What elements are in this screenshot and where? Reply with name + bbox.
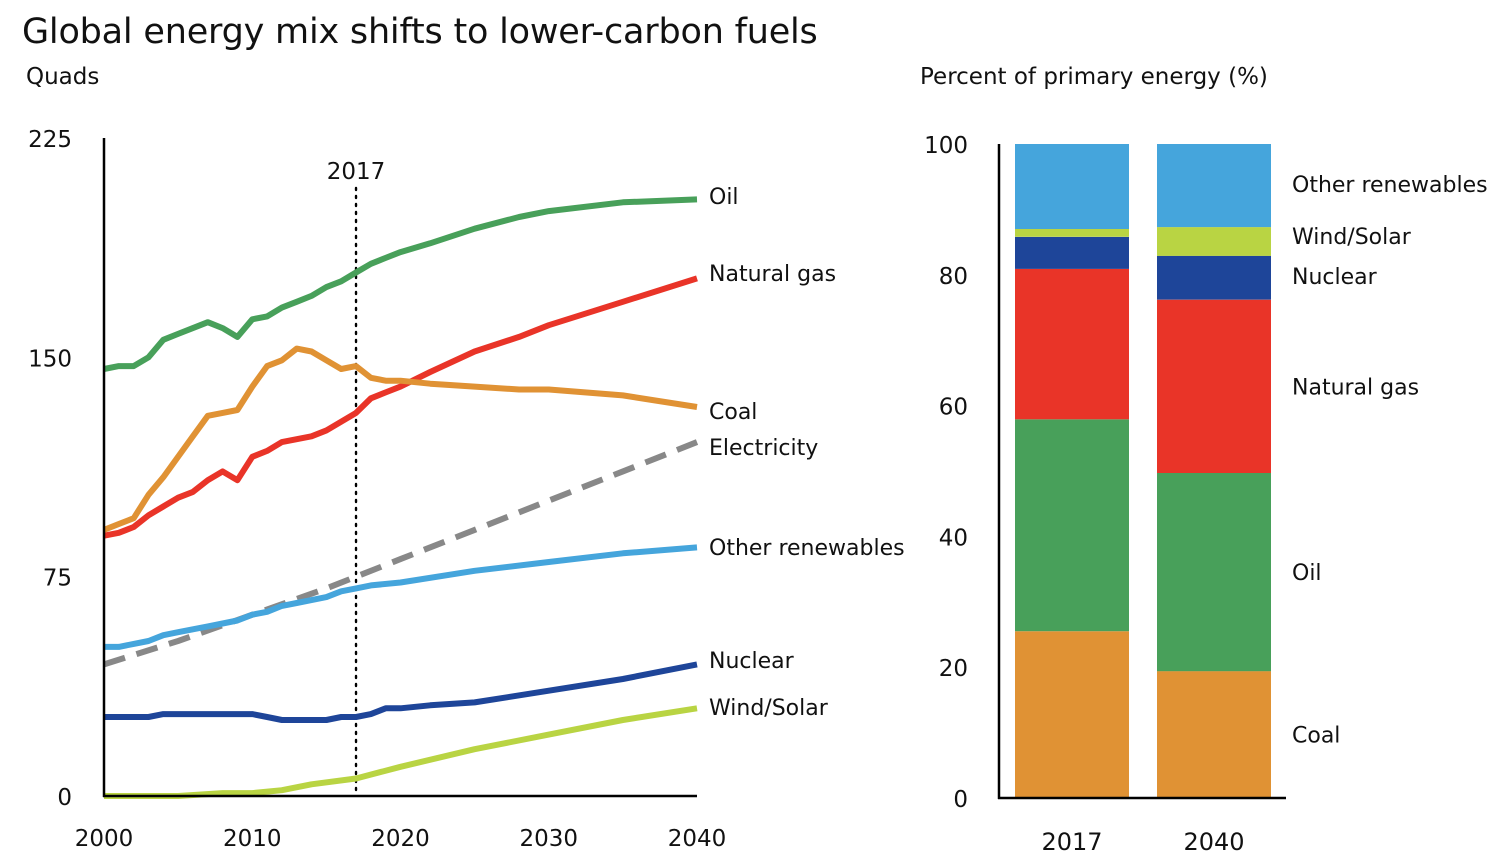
series-label-nuclear: Nuclear (709, 649, 795, 674)
series-line-nuclear (104, 661, 698, 723)
bar-segment-2040-wind-solar (1157, 227, 1271, 256)
y-tick-label-225: 225 (28, 127, 72, 153)
bar-segment-2017-other-renewables (1015, 144, 1129, 229)
bar-segment-2017-oil (1015, 419, 1129, 632)
series-line-coal (102, 345, 698, 533)
series-label-wind-solar: Wind/Solar (709, 696, 829, 721)
bar-segment-2040-other-renewables (1157, 144, 1271, 228)
x-tick-label-2040: 2040 (668, 826, 727, 852)
x-tick-label-2030: 2030 (519, 826, 578, 852)
series-line-other-renewables (104, 544, 698, 650)
left-y-axis-unit: Quads (26, 64, 100, 90)
bar-y-tick-label-60: 60 (939, 395, 968, 421)
y-tick-label-0: 0 (57, 785, 72, 811)
bar-y-tick-label-0: 0 (953, 787, 968, 813)
bar-category-label-2017: 2017 (1041, 828, 1102, 856)
x-tick-label-2020: 2020 (371, 826, 430, 852)
x-tick-label-2000: 2000 (75, 826, 134, 852)
y-tick-label-150: 150 (28, 346, 72, 372)
y-tick-label-75: 75 (43, 566, 72, 592)
bar-category-label-2040: 2040 (1183, 828, 1244, 856)
bar-segment-2040-coal (1157, 671, 1271, 798)
series-label-electricity: Electricity (709, 436, 818, 461)
series-label-oil: Oil (709, 185, 739, 210)
bar-legend-label-oil: Oil (1292, 561, 1322, 586)
bar-segment-2017-natural-gas (1015, 268, 1129, 420)
bar-legend-label-other-renewables: Other renewables (1292, 173, 1488, 198)
bar-y-tick-label-20: 20 (939, 656, 968, 682)
bar-segment-2017-coal (1015, 631, 1129, 798)
bar-legend-label-nuclear: Nuclear (1292, 265, 1378, 290)
series-label-other-renewables: Other renewables (709, 536, 905, 561)
bar-y-tick-label-40: 40 (939, 525, 968, 551)
series-label-coal: Coal (709, 400, 757, 425)
bar-legend-label-wind-solar: Wind/Solar (1292, 225, 1412, 250)
bar-segment-2040-natural-gas (1157, 299, 1271, 473)
bar-segment-2017-nuclear (1015, 236, 1129, 269)
bar-y-tick-label-80: 80 (939, 264, 968, 290)
bar-y-tick-label-100: 100 (924, 133, 968, 159)
bar-segment-2040-nuclear (1157, 255, 1271, 300)
series-line-natural-gas (103, 275, 698, 539)
line-chart: 0 75 150 225 2000 2010 2020 2030 2040 2017 Oil Natu… (28, 127, 905, 852)
bar-segment-2017-wind-solar (1015, 229, 1129, 237)
bar-legend-label-coal: Coal (1292, 724, 1340, 749)
right-chart-title: Percent of primary energy (%) (920, 64, 1268, 90)
bar-segment-2040-oil (1157, 473, 1271, 672)
reference-line-label: 2017 (327, 159, 386, 185)
series-line-wind-solar (104, 705, 698, 799)
chart-title: Global energy mix shifts to lower-carbon… (22, 12, 818, 52)
series-line-oil (103, 196, 698, 372)
x-tick-label-2010: 2010 (223, 826, 282, 852)
bar-legend-label-natural-gas: Natural gas (1292, 375, 1419, 400)
series-label-natural-gas: Natural gas (709, 262, 836, 287)
